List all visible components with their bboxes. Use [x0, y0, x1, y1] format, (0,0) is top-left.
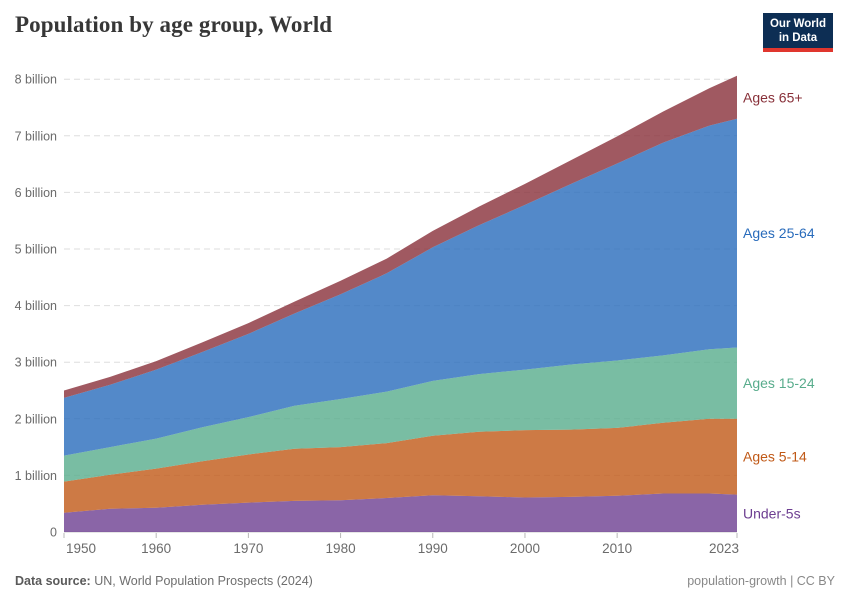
figure-footer: Data source: UN, World Population Prospe… [15, 574, 835, 588]
x-tick-label-1960: 1960 [141, 541, 171, 556]
y-tick-label-3: 3 billion [15, 356, 57, 370]
x-tick-label-1980: 1980 [326, 541, 356, 556]
owid-logo[interactable]: Our World in Data [762, 13, 833, 53]
y-tick-label-8: 8 billion [15, 73, 57, 87]
x-tick-label-1990: 1990 [418, 541, 448, 556]
y-tick-label-4: 4 billion [15, 299, 57, 313]
y-tick-label-7: 7 billion [15, 129, 57, 143]
legend-label-ages-15-24[interactable]: Ages 15-24 [743, 375, 815, 391]
x-tick-label-2000: 2000 [510, 541, 540, 556]
y-tick-label-2: 2 billion [15, 412, 57, 426]
legend-label-ages-25-64[interactable]: Ages 25-64 [743, 225, 815, 241]
data-source-value: UN, World Population Prospects (2024) [94, 574, 313, 588]
x-tick-label-1950: 1950 [66, 541, 96, 556]
page-title: Population by age group, World [15, 12, 333, 37]
license-note: population-growth | CC BY [687, 574, 835, 588]
owid-logo-line2: in Data [778, 32, 818, 45]
x-tick-label-2010: 2010 [602, 541, 632, 556]
x-tick-label-2023: 2023 [709, 541, 739, 556]
legend-label-under-5s[interactable]: Under-5s [743, 505, 801, 521]
data-source-label: Data source: [15, 574, 91, 588]
legend-label-ages-65[interactable]: Ages 65+ [743, 89, 803, 105]
x-tick-label-1970: 1970 [233, 541, 263, 556]
y-tick-label-1: 1 billion [15, 469, 57, 483]
legend-label-ages-5-14[interactable]: Ages 5-14 [743, 449, 807, 465]
area-under-5s[interactable] [64, 493, 737, 533]
data-source: Data source: UN, World Population Prospe… [15, 574, 313, 588]
area-ages-25-64[interactable] [64, 118, 737, 456]
y-tick-label-5: 5 billion [15, 243, 57, 257]
y-tick-label-6: 6 billion [15, 186, 57, 200]
y-tick-label-0: 0 [50, 526, 57, 540]
area-ages-5-14[interactable] [64, 418, 737, 513]
owid-logo-line1: Our World [769, 18, 826, 30]
area-ages-15-24[interactable] [64, 347, 737, 482]
